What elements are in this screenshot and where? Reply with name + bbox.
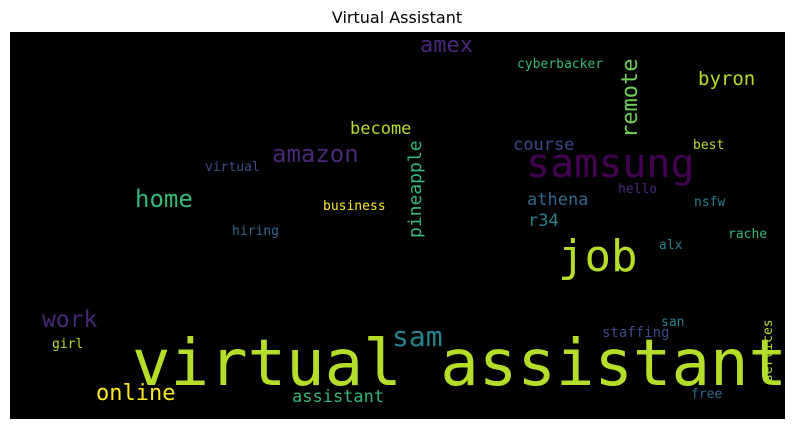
word-sam: sam <box>392 320 443 353</box>
word-work: work <box>42 307 98 333</box>
word-girl: girl <box>52 337 84 352</box>
word-hiring: hiring <box>232 224 279 239</box>
word-online: online <box>96 381 176 406</box>
word-cloud: virtual assistant samsung job amazon hom… <box>10 32 785 419</box>
word-hello: hello <box>618 182 658 197</box>
word-san: san <box>661 315 685 330</box>
word-samsung: samsung <box>526 141 695 187</box>
word-byron: byron <box>698 68 756 90</box>
word-best: best <box>693 138 725 153</box>
word-alx: alx <box>659 238 683 253</box>
chart-title: Virtual Assistant <box>331 8 463 27</box>
word-home: home <box>135 185 193 213</box>
word-pineapple: pineapple <box>405 140 426 238</box>
word-staffing: staffing <box>602 325 670 341</box>
word-become: become <box>350 119 412 139</box>
word-free: free <box>691 387 723 402</box>
word-amex: amex <box>420 33 473 58</box>
word-athena: athena <box>527 190 589 210</box>
word-business: business <box>323 199 386 214</box>
word-services: services <box>761 319 776 382</box>
word-assistant: assistant <box>292 387 385 407</box>
word-course: course <box>513 135 575 155</box>
word-r34: r34 <box>528 211 559 231</box>
word-virtual-assistant: virtual assistant <box>132 327 785 401</box>
word-amazon: amazon <box>272 140 359 168</box>
word-virtual: virtual <box>205 160 260 175</box>
word-cyberbacker: cyberbacker <box>517 57 604 72</box>
word-remote: remote <box>618 58 643 138</box>
word-rache: rache <box>728 227 768 242</box>
word-job: job <box>558 231 638 282</box>
word-nsfw: nsfw <box>694 195 726 210</box>
